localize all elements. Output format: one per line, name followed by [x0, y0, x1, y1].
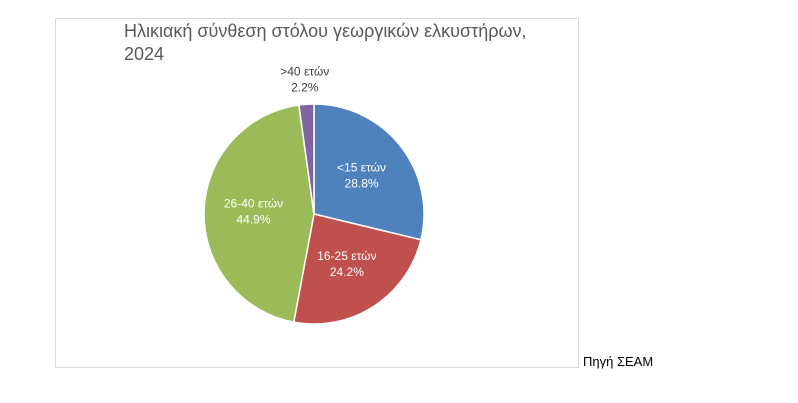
pie-slice: [313, 103, 425, 241]
slice-value-label: 24.2%: [330, 265, 364, 279]
pie-slice: [203, 104, 315, 323]
slice-value-label: 28.8%: [345, 177, 379, 191]
slice-category-label: >40 ετών: [280, 64, 329, 78]
chart-frame: [55, 18, 579, 368]
slice-category-label: <15 ετών: [337, 161, 386, 175]
slice-category-label: 26-40 ετών: [224, 197, 283, 211]
chart-title: Ηλικιακή σύνθεση στόλου γεωργικών ελκυστ…: [124, 21, 527, 64]
slice-value-label: 2.2%: [291, 80, 319, 94]
pie-slice: [298, 103, 315, 215]
source-note: Πηγή ΣΕΑΜ: [583, 354, 654, 369]
slice-value-label: 44.9%: [237, 213, 271, 227]
slice-category-label: 16-25 ετών: [317, 249, 376, 263]
pie-slice: [292, 213, 422, 325]
